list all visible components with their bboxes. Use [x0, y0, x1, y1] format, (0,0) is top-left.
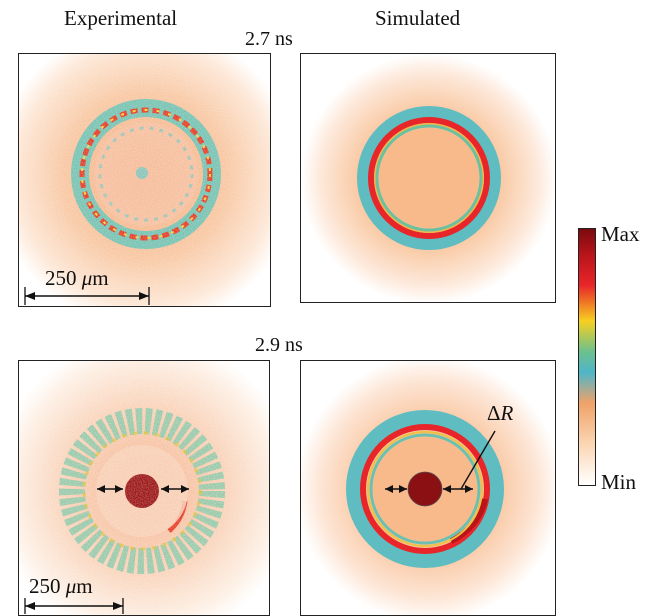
time-label-top: 2.7 ns: [245, 28, 293, 50]
simulated-bottom-image: [301, 361, 555, 615]
header-simulated: Simulated: [375, 6, 461, 30]
time-label-bottom: 2.9 ns: [255, 334, 303, 356]
panel-experimental-bottom: 250 μm: [18, 360, 270, 616]
panel-simulated-top: [300, 53, 556, 303]
scale-bar-label-top: 250 μm: [45, 266, 109, 290]
panel-simulated-bottom: ΔR: [300, 360, 556, 616]
colorbar: [578, 228, 596, 486]
panel-experimental-top: 250 μm: [18, 53, 271, 307]
experimental-top-image: [19, 54, 270, 306]
header-experimental: Experimental: [64, 6, 178, 30]
colorbar-max-label: Max: [601, 222, 640, 246]
core-disk: [407, 471, 443, 507]
scale-bar-label-bottom: 250 μm: [29, 574, 93, 598]
colorbar-min-label: Min: [601, 470, 637, 494]
simulated-top-image: [301, 54, 555, 302]
delta-r-leader: [460, 430, 496, 490]
delta-r-label: ΔR: [487, 401, 514, 425]
experimental-bottom-image: [19, 361, 269, 615]
